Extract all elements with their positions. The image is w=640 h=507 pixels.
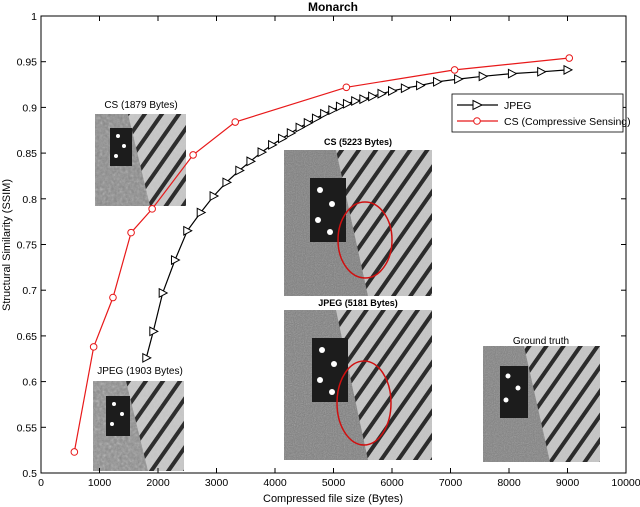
- x-tick-label: 4000: [263, 477, 287, 489]
- data-point-jpeg: [433, 76, 443, 87]
- data-point-cs: [231, 118, 240, 126]
- chart-title: Monarch: [308, 0, 358, 14]
- data-point-jpeg: [388, 85, 398, 96]
- data-point-cs: [148, 205, 156, 213]
- data-point-jpeg: [377, 88, 388, 99]
- data-point-jpeg: [209, 191, 220, 202]
- y-tick-label: 1: [31, 11, 37, 23]
- y-tick-label: 0.85: [17, 148, 38, 160]
- annotation-jpeg-1903: JPEG (1903 Bytes): [97, 366, 183, 377]
- data-point-jpeg: [328, 105, 338, 116]
- data-point-jpeg: [170, 255, 181, 266]
- x-tick-label: 8000: [497, 477, 521, 489]
- data-point-jpeg: [320, 108, 330, 119]
- data-point-jpeg: [359, 94, 369, 105]
- data-point-jpeg: [400, 83, 411, 94]
- legend-label-jpeg: JPEG: [504, 100, 531, 112]
- data-point-jpeg: [368, 91, 378, 102]
- data-point-cs: [127, 228, 135, 237]
- data-point-jpeg: [183, 225, 193, 236]
- y-axis: 0.5 0.55 0.6 0.65 0.7 0.75 0.8 0.85 0.9 0.95 1: [17, 11, 626, 480]
- legend: JPEG CS (Compressive Sensing): [451, 93, 631, 133]
- x-tick-label: 9000: [556, 477, 580, 489]
- data-point-jpeg: [278, 133, 288, 144]
- data-point-jpeg: [246, 156, 257, 167]
- inset-labels: CS (1879 Bytes) CS (5223 Bytes) JPEG (51…: [97, 100, 569, 377]
- inset-jpeg-1903: [93, 381, 184, 471]
- data-point-jpeg: [196, 207, 207, 218]
- data-point-jpeg: [416, 80, 426, 91]
- inset-cs-5223: [284, 150, 432, 296]
- y-tick-label: 0.8: [22, 194, 37, 206]
- y-tick-label: 0.7: [22, 285, 37, 297]
- data-point-cs: [109, 293, 117, 302]
- data-point-jpeg: [235, 165, 245, 176]
- series-layer: [70, 54, 574, 456]
- y-tick-label: 0.5: [22, 468, 37, 480]
- y-tick-label: 0.95: [17, 57, 38, 69]
- data-point-jpeg: [286, 127, 297, 139]
- x-tick-label: 10000: [611, 477, 640, 489]
- inset-cs-1879: [95, 114, 186, 206]
- data-point-cs: [450, 66, 459, 74]
- x-axis: 0 1000 2000 3000 4000 5000 6000 7000 8000 9000 100…: [38, 16, 640, 489]
- series-line-cs: [73, 57, 570, 453]
- x-tick-label: 0: [38, 477, 44, 489]
- annotation-cs-1879: CS (1879 Bytes): [104, 100, 177, 111]
- data-point-cs: [189, 151, 197, 159]
- legend-marker-jpeg: [472, 99, 484, 111]
- data-point-cs: [342, 83, 351, 92]
- series-jpeg: [142, 64, 574, 363]
- annotation-jpeg-5181: JPEG (5181 Bytes): [318, 298, 398, 308]
- data-point-jpeg: [563, 64, 574, 75]
- data-point-jpeg: [142, 352, 152, 363]
- y-tick-label: 0.9: [22, 102, 37, 114]
- legend-label-cs: CS (Compressive Sensing): [504, 116, 631, 128]
- data-point-jpeg: [507, 68, 518, 79]
- data-point-jpeg: [257, 147, 268, 158]
- x-tick-label: 3000: [205, 477, 229, 489]
- annotation-cs-5223: CS (5223 Bytes): [324, 137, 392, 147]
- data-point-jpeg: [478, 71, 489, 82]
- data-point-jpeg: [295, 122, 306, 133]
- y-tick-label: 0.6: [22, 377, 37, 389]
- inset-jpeg-5181: [284, 310, 432, 460]
- data-point-jpeg: [537, 66, 547, 77]
- annotation-ground-truth: Ground truth: [513, 336, 569, 347]
- data-point-jpeg: [351, 95, 361, 107]
- y-tick-label: 0.55: [17, 422, 38, 434]
- data-point-jpeg: [311, 113, 322, 124]
- x-tick-label: 5000: [322, 477, 346, 489]
- legend-box: [451, 93, 624, 133]
- data-point-jpeg: [342, 98, 353, 109]
- y-axis-label: Structural Similarity (SSIM): [1, 179, 13, 311]
- image-insets: [93, 114, 600, 471]
- data-point-jpeg: [454, 74, 464, 85]
- data-point-cs: [565, 54, 574, 62]
- data-point-jpeg: [222, 177, 233, 188]
- legend-marker-cs: [473, 117, 481, 125]
- y-tick-label: 0.65: [17, 331, 38, 343]
- data-point-jpeg: [149, 326, 159, 337]
- data-point-jpeg: [335, 101, 346, 112]
- inset-ground-truth: [483, 346, 600, 462]
- data-point-jpeg: [303, 117, 314, 128]
- x-axis-label: Compressed file size (Bytes): [263, 493, 403, 505]
- data-point-cs: [89, 343, 98, 351]
- x-tick-label: 2000: [146, 477, 170, 489]
- x-tick-label: 7000: [439, 477, 463, 489]
- x-tick-label: 1000: [88, 477, 112, 489]
- series-line-jpeg: [145, 69, 568, 358]
- series-cs: [70, 54, 574, 456]
- y-tick-label: 0.75: [17, 240, 38, 252]
- data-point-jpeg: [268, 139, 278, 150]
- data-point-jpeg: [158, 287, 169, 298]
- data-point-cs: [70, 448, 79, 456]
- x-tick-label: 6000: [380, 477, 404, 489]
